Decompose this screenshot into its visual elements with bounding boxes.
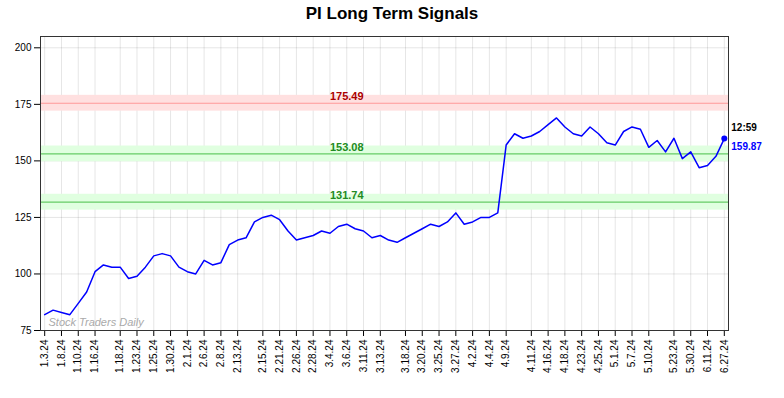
svg-text:2.21.24: 2.21.24 [274, 339, 285, 373]
svg-text:4.23.24: 4.23.24 [576, 339, 587, 373]
svg-text:5.7.24: 5.7.24 [626, 339, 637, 367]
svg-text:1.10.24: 1.10.24 [72, 339, 83, 373]
svg-text:3.27.24: 3.27.24 [450, 339, 461, 373]
svg-text:100: 100 [15, 268, 32, 279]
svg-text:5.30.24: 5.30.24 [685, 339, 696, 373]
svg-text:1.30.24: 1.30.24 [165, 339, 176, 373]
svg-text:175.49: 175.49 [330, 90, 364, 102]
svg-text:5.10.24: 5.10.24 [643, 339, 654, 373]
svg-text:3.4.24: 3.4.24 [324, 339, 335, 367]
svg-text:150: 150 [15, 155, 32, 166]
svg-text:3.13.24: 3.13.24 [375, 339, 386, 373]
svg-text:3.11.24: 3.11.24 [358, 339, 369, 372]
svg-text:2.15.24: 2.15.24 [257, 339, 268, 373]
svg-text:6.11.24: 6.11.24 [702, 339, 713, 372]
svg-text:125: 125 [15, 212, 32, 223]
svg-text:Stock Traders Daily: Stock Traders Daily [49, 316, 146, 328]
svg-text:2.8.24: 2.8.24 [215, 339, 226, 367]
svg-text:75: 75 [20, 325, 32, 336]
svg-text:2.6.24: 2.6.24 [198, 339, 209, 367]
svg-text:3.25.24: 3.25.24 [433, 339, 444, 373]
svg-text:3.18.24: 3.18.24 [400, 339, 411, 373]
svg-text:1.18.24: 1.18.24 [114, 339, 125, 373]
svg-text:2.13.24: 2.13.24 [232, 339, 243, 373]
svg-text:4.4.24: 4.4.24 [484, 339, 495, 367]
svg-text:1.3.24: 1.3.24 [39, 339, 50, 367]
svg-text:1.23.24: 1.23.24 [131, 339, 142, 373]
svg-text:159.87: 159.87 [731, 141, 762, 152]
svg-text:2.26.24: 2.26.24 [291, 339, 302, 373]
svg-text:1.25.24: 1.25.24 [148, 339, 159, 373]
svg-text:153.08: 153.08 [330, 141, 364, 153]
svg-text:4.18.24: 4.18.24 [559, 339, 570, 373]
svg-text:1.8.24: 1.8.24 [56, 339, 67, 367]
svg-text:131.74: 131.74 [330, 189, 365, 201]
svg-text:4.9.24: 4.9.24 [500, 339, 511, 367]
svg-text:3.6.24: 3.6.24 [341, 339, 352, 367]
svg-text:2.1.24: 2.1.24 [182, 339, 193, 367]
svg-text:3.20.24: 3.20.24 [416, 339, 427, 373]
svg-text:4.11.24: 4.11.24 [526, 339, 537, 372]
svg-text:4.16.24: 4.16.24 [542, 339, 553, 373]
html-text:PI Long Term Signals: PI Long Term Signals [305, 4, 479, 23]
svg-text:5.23.24: 5.23.24 [668, 339, 679, 373]
svg-text:200: 200 [15, 42, 32, 53]
svg-text:12:59: 12:59 [731, 122, 757, 133]
svg-text:2.28.24: 2.28.24 [307, 339, 318, 373]
svg-text:6.27.24: 6.27.24 [719, 339, 730, 373]
svg-text:4.25.24: 4.25.24 [593, 339, 604, 373]
svg-text:4.2.24: 4.2.24 [467, 339, 478, 367]
svg-text:175: 175 [15, 99, 32, 110]
svg-text:1.16.24: 1.16.24 [89, 339, 100, 373]
svg-text:5.1.24: 5.1.24 [609, 339, 620, 367]
